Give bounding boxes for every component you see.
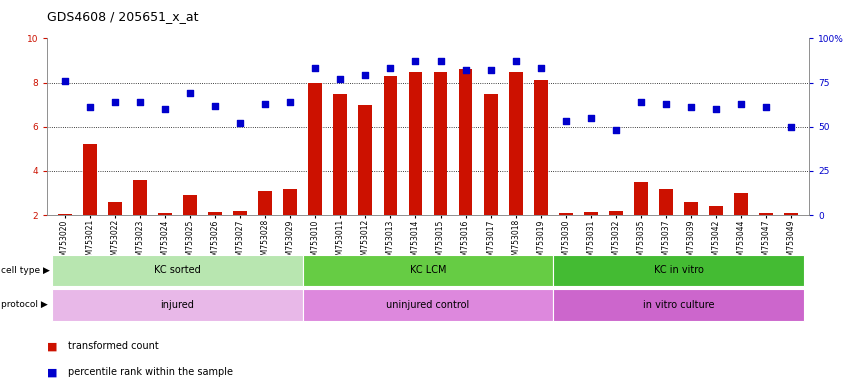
Point — [283, 99, 297, 105]
Bar — [333, 94, 348, 215]
Point — [108, 99, 122, 105]
Bar — [710, 206, 723, 215]
Bar — [434, 71, 448, 215]
Point — [584, 115, 597, 121]
Point — [383, 65, 397, 71]
Bar — [233, 210, 247, 215]
Text: percentile rank within the sample: percentile rank within the sample — [68, 367, 234, 377]
Point — [459, 67, 473, 73]
Text: transformed count: transformed count — [68, 341, 159, 351]
Point — [133, 99, 146, 105]
Bar — [283, 189, 297, 215]
Point — [158, 106, 172, 112]
Text: KC LCM: KC LCM — [410, 265, 446, 275]
Point — [710, 106, 723, 112]
Bar — [759, 213, 773, 215]
Bar — [659, 189, 673, 215]
Bar — [408, 71, 422, 215]
Bar — [634, 182, 648, 215]
Text: injured: injured — [160, 300, 194, 310]
Bar — [734, 193, 748, 215]
Text: cell type ▶: cell type ▶ — [1, 266, 50, 275]
Point — [57, 78, 71, 84]
Bar — [359, 104, 372, 215]
Point — [534, 65, 548, 71]
Bar — [609, 210, 623, 215]
Bar — [784, 213, 799, 215]
Bar — [83, 144, 97, 215]
Bar — [158, 213, 172, 215]
Bar — [259, 191, 272, 215]
Bar — [57, 214, 72, 215]
Bar — [108, 202, 122, 215]
Bar — [534, 80, 548, 215]
Point — [83, 104, 97, 110]
Point — [559, 118, 573, 124]
Point — [208, 103, 222, 109]
Bar — [208, 212, 222, 215]
Bar — [484, 94, 497, 215]
Point — [634, 99, 648, 105]
Point — [233, 120, 247, 126]
Text: uninjured control: uninjured control — [386, 300, 470, 310]
Bar — [133, 180, 146, 215]
Bar — [183, 195, 197, 215]
Point — [308, 65, 322, 71]
Point — [259, 101, 272, 107]
Text: ■: ■ — [47, 341, 57, 351]
Point — [484, 67, 497, 73]
Point — [659, 101, 673, 107]
Text: ■: ■ — [47, 367, 57, 377]
Bar — [459, 70, 473, 215]
Bar — [559, 213, 573, 215]
Point — [183, 90, 197, 96]
Point — [334, 76, 348, 82]
Point — [734, 101, 748, 107]
Point — [609, 127, 623, 133]
Text: KC sorted: KC sorted — [154, 265, 201, 275]
Text: protocol ▶: protocol ▶ — [1, 300, 48, 310]
Point — [508, 58, 522, 65]
Bar — [383, 76, 397, 215]
Point — [408, 58, 422, 65]
Point — [785, 124, 799, 130]
Point — [359, 73, 372, 79]
Bar — [584, 212, 597, 215]
Text: KC in vitro: KC in vitro — [654, 265, 704, 275]
Point — [759, 104, 773, 110]
Bar — [684, 202, 698, 215]
Text: in vitro culture: in vitro culture — [643, 300, 715, 310]
Text: GDS4608 / 205651_x_at: GDS4608 / 205651_x_at — [47, 10, 199, 23]
Point — [684, 104, 698, 110]
Bar — [308, 83, 322, 215]
Point — [434, 58, 448, 65]
Bar — [508, 71, 523, 215]
